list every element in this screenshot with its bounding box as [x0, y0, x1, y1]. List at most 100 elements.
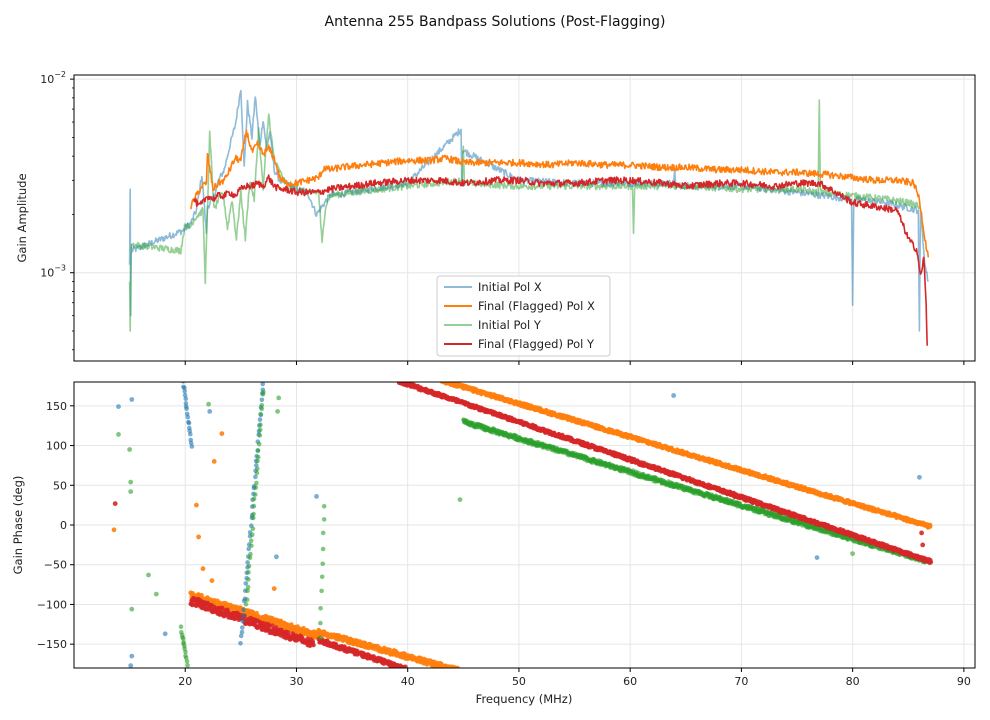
phase-point-initial-y [246, 577, 251, 582]
phase-y-tick-label: 150 [46, 400, 67, 413]
phase-point-initial-x [240, 625, 245, 630]
phase-point-initial-x [240, 619, 245, 624]
phase-outlier-final-y [920, 542, 926, 548]
phase-y-tick-label: −150 [37, 638, 67, 651]
phase-point-initial-x [239, 629, 245, 635]
phase-point-final-x [387, 647, 393, 653]
phase-point-initial-y [319, 588, 324, 594]
legend-label-final-x: Final (Flagged) Pol X [478, 299, 595, 313]
phase-outlier-initial-y [146, 572, 151, 578]
phase-point-initial-y [254, 470, 260, 476]
phase-point-initial-y [183, 655, 189, 661]
phase-outlier-initial-x [314, 494, 319, 499]
phase-y-tick-label: −100 [37, 598, 67, 611]
phase-point-initial-x [246, 546, 251, 552]
phase-point-initial-y [258, 411, 263, 417]
amplitude-panel: 10−3 10−2 Gain Amplitude [15, 70, 976, 365]
amplitude-y-tick-label: 10−2 [40, 70, 66, 86]
phase-outlier-initial-x [129, 653, 135, 659]
phase-x-tick-label: 60 [623, 675, 637, 688]
phase-point-initial-y [255, 448, 261, 453]
phase-outlier-initial-x [207, 409, 213, 414]
phase-outlier-final-x [209, 578, 215, 583]
phase-point-initial-y [185, 663, 190, 668]
phase-point-initial-y [257, 433, 263, 438]
amplitude-grid [74, 75, 975, 361]
phase-y-label: Gain Phase (deg) [11, 476, 25, 575]
phase-point-initial-x [183, 396, 189, 402]
phase-outlier-initial-y [128, 489, 134, 494]
phase-point-initial-x [189, 444, 195, 449]
phase-x-label: Frequency (MHz) [476, 692, 573, 706]
legend: Initial Pol X Final (Flagged) Pol X Init… [436, 275, 611, 357]
phase-outlier-final-x [271, 586, 277, 591]
phase-x-tick-label: 70 [734, 675, 748, 688]
phase-point-initial-y [251, 511, 256, 517]
phase-points [111, 382, 934, 668]
phase-point-initial-y [250, 532, 255, 537]
phase-point-initial-x [184, 406, 189, 412]
phase-point-initial-y [184, 659, 190, 664]
phase-point-initial-y [251, 515, 256, 521]
phase-point-initial-y [261, 389, 266, 395]
phase-outlier-initial-x [917, 474, 922, 480]
amplitude-y-ticks: 10−3 10−2 [40, 70, 74, 351]
phase-outlier-initial-x [162, 631, 168, 637]
phase-outlier-initial-x [128, 663, 134, 668]
phase-point-initial-y [253, 485, 259, 490]
phase-point-initial-y [254, 466, 260, 472]
phase-point-initial-y [318, 620, 323, 626]
phase-point-initial-y [248, 538, 254, 544]
phase-x-ticks: 20 30 40 50 60 70 80 90 [178, 668, 971, 688]
phase-y-tick-label: 50 [53, 479, 67, 492]
phase-point-initial-x [188, 431, 193, 437]
phase-outlier-initial-y [116, 432, 121, 437]
phase-point-initial-y [318, 635, 323, 640]
suptitle: Antenna 255 Bandpass Solutions (Post-Fla… [325, 14, 666, 30]
phase-point-initial-y [178, 624, 184, 629]
phase-point-initial-y [250, 526, 256, 531]
phase-y-tick-label: 100 [46, 440, 67, 453]
phase-point-initial-y [320, 561, 326, 567]
phase-point-initial-x [238, 633, 244, 639]
amplitude-series-initial-y [128, 99, 921, 332]
phase-point-initial-x [245, 560, 250, 565]
phase-x-tick-label: 30 [289, 675, 303, 688]
phase-point-initial-y [248, 551, 253, 557]
phase-outlier-final-y [112, 501, 118, 506]
phase-point-initial-y [245, 588, 250, 593]
phase-outlier-initial-y [457, 497, 463, 502]
phase-point-final-y [928, 559, 934, 565]
amplitude-y-label: Gain Amplitude [15, 173, 29, 262]
amplitude-x-ticks [184, 361, 965, 365]
phase-outlier-final-x [211, 459, 217, 464]
phase-x-tick-label: 40 [401, 675, 415, 688]
phase-point-final-y [286, 630, 291, 635]
phase-point-initial-y [254, 480, 259, 486]
phase-point-initial-x [186, 420, 192, 426]
phase-point-initial-y [318, 606, 323, 611]
phase-point-initial-y [320, 546, 326, 552]
amplitude-y-tick-label: 10−3 [40, 264, 66, 280]
phase-point-initial-x [253, 474, 258, 480]
legend-label-final-y: Final (Flagged) Pol Y [478, 337, 595, 351]
phase-point-initial-y [259, 403, 265, 408]
phase-point-initial-x [182, 385, 187, 391]
phase-point-initial-x [257, 417, 263, 422]
phase-outlier-initial-x [671, 393, 676, 398]
phase-point-initial-y [243, 602, 249, 607]
phase-outlier-initial-x [814, 555, 820, 560]
legend-label-initial-x: Initial Pol X [478, 280, 542, 294]
phase-point-initial-x [182, 389, 187, 394]
phase-outlier-initial-y [127, 447, 132, 452]
phase-y-tick-label: −50 [44, 559, 67, 572]
phase-point-final-x [927, 522, 933, 528]
phase-point-initial-y [180, 636, 186, 641]
phase-point-final-y [311, 642, 316, 648]
amplitude-series-final-x [190, 129, 930, 258]
amplitude-series-final-y [193, 174, 928, 346]
phase-outlier-final-x [219, 431, 225, 436]
phase-point-initial-y [258, 422, 263, 428]
legend-box [436, 275, 611, 357]
